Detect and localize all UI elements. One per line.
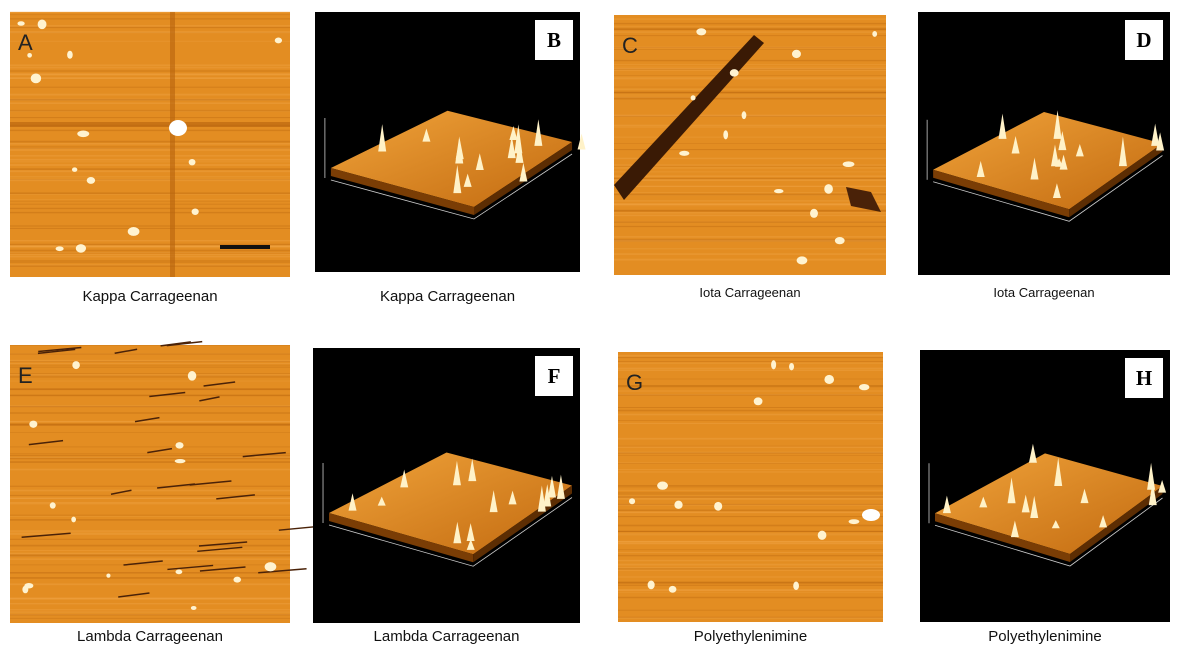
particle xyxy=(175,570,182,575)
particle xyxy=(71,517,76,523)
panel: G Polyethylenimine xyxy=(618,352,883,645)
particle xyxy=(106,573,110,577)
particle xyxy=(265,562,277,571)
panel: B Kappa Carrageenan xyxy=(315,12,586,305)
particle xyxy=(730,69,739,76)
caption: Kappa Carrageenan xyxy=(380,288,515,305)
panel: C Iota Carrageenan xyxy=(614,15,886,300)
particle xyxy=(175,459,186,463)
panel-label: E xyxy=(18,363,33,388)
panel: E Lambda Carrageenan xyxy=(10,342,321,645)
particle xyxy=(797,256,808,264)
particle xyxy=(691,95,696,100)
particle xyxy=(629,498,635,504)
particle xyxy=(233,577,241,583)
particle xyxy=(843,161,855,167)
caption: Polyethylenimine xyxy=(694,628,807,645)
particle xyxy=(29,421,37,428)
panel-label: C xyxy=(622,33,638,58)
particle xyxy=(789,363,794,370)
particle xyxy=(696,28,706,35)
page: A Kappa Carrageenan B Kappa Carrageenan C Iot… xyxy=(0,0,1179,645)
particle xyxy=(723,130,728,139)
panel-label: D xyxy=(1136,28,1151,52)
particle xyxy=(862,509,880,521)
panel-label: G xyxy=(626,370,643,395)
particle xyxy=(657,482,668,490)
particle xyxy=(835,237,845,244)
particle xyxy=(674,501,682,509)
particle xyxy=(24,583,33,589)
particle xyxy=(87,177,95,184)
particle xyxy=(50,502,56,508)
artifact xyxy=(10,122,290,127)
figure: A Kappa Carrageenan B Kappa Carrageenan C Iot… xyxy=(0,0,1179,645)
caption: Iota Carrageenan xyxy=(699,285,800,300)
afm-image xyxy=(10,345,290,623)
caption: Lambda Carrageenan xyxy=(77,628,223,645)
particle xyxy=(818,531,827,540)
particle xyxy=(192,208,199,214)
caption: Polyethylenimine xyxy=(988,628,1101,645)
particle xyxy=(128,227,140,236)
particle xyxy=(77,131,89,138)
panel-label: F xyxy=(548,364,561,388)
particle xyxy=(38,19,47,29)
particle xyxy=(31,73,41,83)
particle xyxy=(189,159,196,165)
particle xyxy=(872,31,877,37)
panel: F Lambda Carrageenan xyxy=(313,348,580,645)
panel-label: H xyxy=(1136,366,1152,390)
particle xyxy=(67,51,73,59)
panel-label: B xyxy=(547,28,561,52)
caption: Iota Carrageenan xyxy=(993,285,1094,300)
particle xyxy=(824,184,833,194)
particle xyxy=(191,606,197,610)
particle xyxy=(679,151,689,156)
particle xyxy=(169,120,187,136)
panel-label: A xyxy=(18,30,33,55)
artifact xyxy=(170,12,175,277)
particle xyxy=(792,50,801,58)
particle xyxy=(714,502,722,511)
panel: A Kappa Carrageenan xyxy=(10,12,290,305)
particle xyxy=(669,586,677,593)
particle xyxy=(754,397,763,405)
particle xyxy=(810,209,818,218)
particle xyxy=(648,581,655,590)
particle xyxy=(56,246,64,251)
particle xyxy=(72,361,80,369)
caption: Lambda Carrageenan xyxy=(374,628,520,645)
particle xyxy=(824,375,834,384)
particle xyxy=(742,111,747,119)
caption: Kappa Carrageenan xyxy=(82,288,217,305)
particle xyxy=(17,21,24,26)
panel: H Polyethylenimine xyxy=(920,350,1170,645)
particle xyxy=(275,37,282,43)
particle xyxy=(793,581,799,590)
particle xyxy=(849,519,860,524)
panel: D Iota Carrageenan xyxy=(918,12,1170,300)
particle xyxy=(188,371,197,381)
particle xyxy=(72,167,77,171)
particle xyxy=(774,189,783,193)
particle xyxy=(859,384,869,390)
particle xyxy=(175,442,183,449)
particle xyxy=(76,244,86,253)
particle xyxy=(771,360,776,369)
